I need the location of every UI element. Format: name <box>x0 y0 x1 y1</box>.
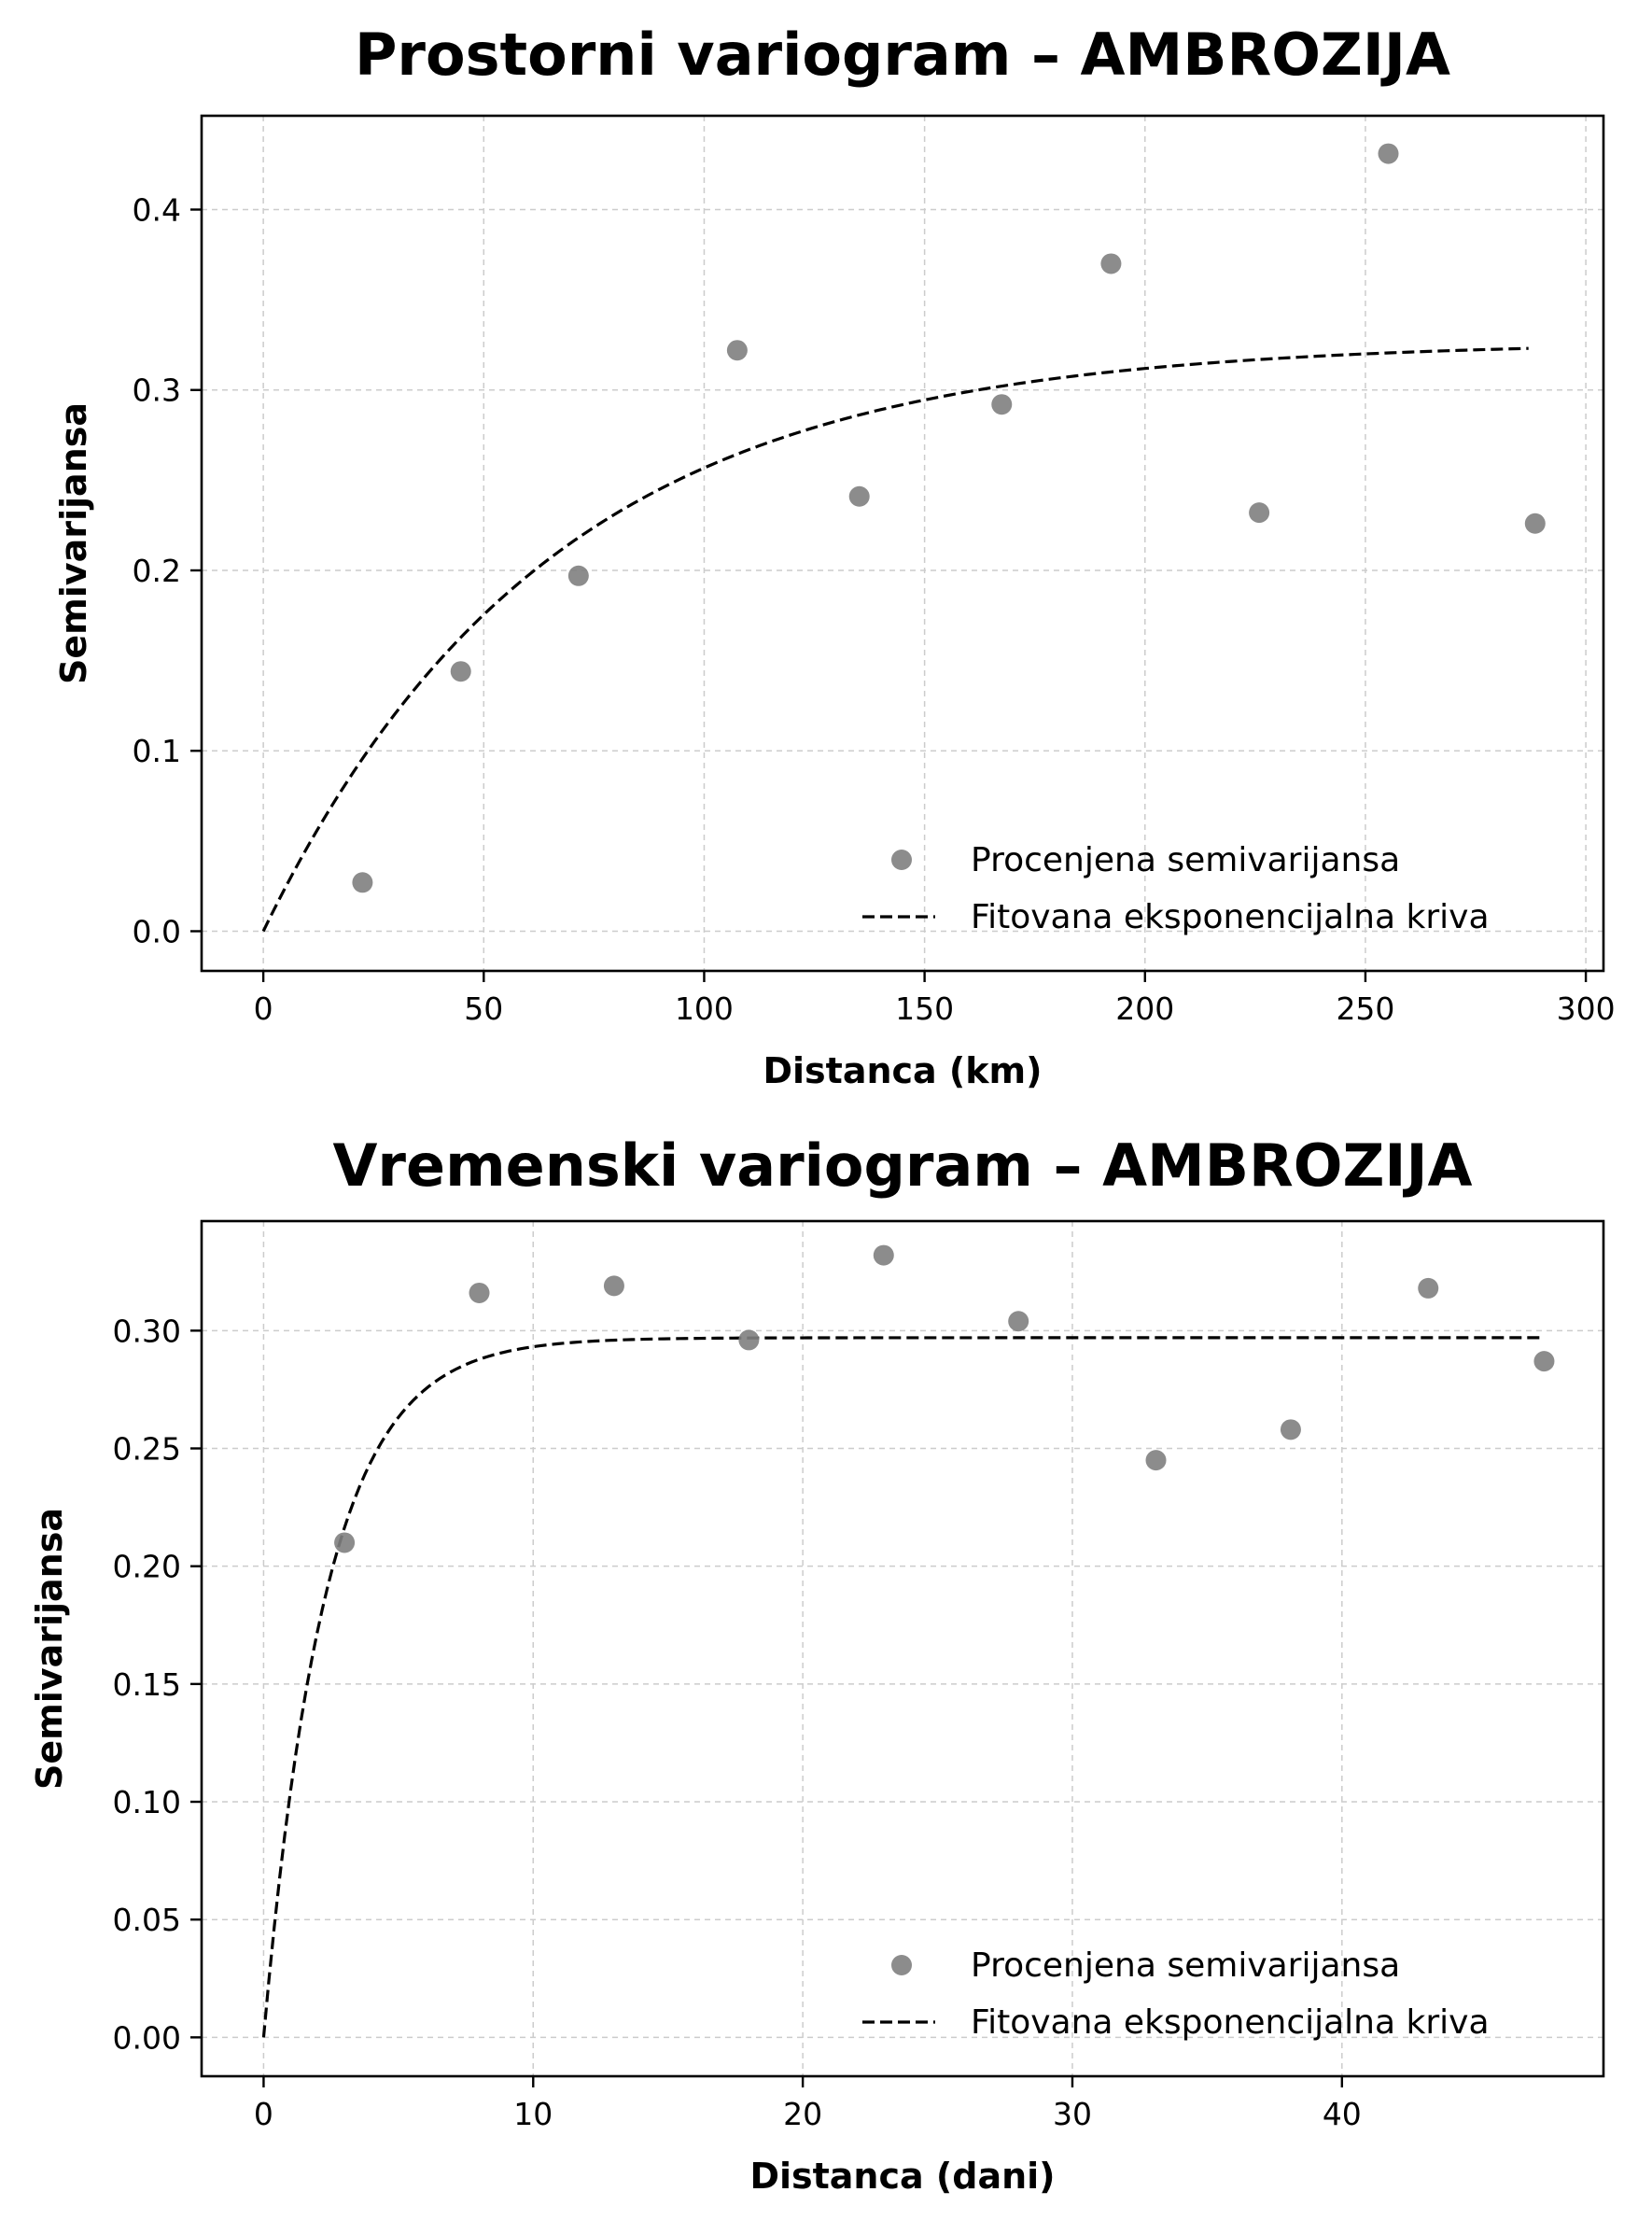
y-tick-label: 0.20 <box>113 1549 181 1585</box>
legend-label-points: Procenjena semivarijansa <box>971 1946 1400 1985</box>
points-layer <box>334 1244 1555 1553</box>
x-tick-label: 250 <box>1336 991 1394 1027</box>
y-tick-label: 0.3 <box>133 372 181 409</box>
y-tick-label: 0.10 <box>113 1784 181 1820</box>
data-point <box>1249 502 1270 524</box>
ticks-layer: 0 10 20 30 40 0.00 0.05 0.10 0.15 0.20 0.25 0.30 <box>113 1313 1362 2132</box>
legend: Procenjena semivarijansa Fitovana ekspon… <box>862 1946 1490 2042</box>
fit-layer <box>261 1336 1545 2038</box>
points-layer <box>352 143 1546 893</box>
data-point <box>1008 1311 1029 1332</box>
x-tick-label: 0 <box>254 2096 273 2132</box>
plot-area-frame <box>200 1219 1605 2078</box>
data-point <box>738 1329 760 1351</box>
data-point <box>726 340 748 361</box>
x-tick-label: 0 <box>254 991 273 1027</box>
y-tick-label: 0.30 <box>113 1313 181 1349</box>
x-tick-label: 40 <box>1323 2096 1362 2132</box>
y-tick-label: 0.25 <box>113 1431 181 1468</box>
data-point <box>848 485 870 507</box>
data-point <box>1533 1351 1555 1372</box>
x-tick-label: 30 <box>1053 2096 1092 2132</box>
legend: Procenjena semivarijansa Fitovana ekspon… <box>862 841 1490 936</box>
spatial-variogram-panel: Prostorni variogram – AMBROZIJA 0 50 100 15… <box>53 21 1616 1091</box>
y-tick-label: 0.2 <box>133 553 181 589</box>
fitted-curve <box>261 346 1529 933</box>
y-tick-label: 0.4 <box>133 191 181 228</box>
data-point <box>1100 253 1122 274</box>
fitted-curve <box>261 1336 1545 2038</box>
data-point <box>1280 1419 1301 1440</box>
chart-title: Prostorni variogram – AMBROZIJA <box>355 21 1450 89</box>
data-point <box>873 1244 894 1266</box>
y-tick-label: 0.0 <box>133 913 181 949</box>
legend-label-fit: Fitovana eksponencijalna kriva <box>971 898 1490 936</box>
data-point <box>352 872 373 893</box>
x-tick-label: 150 <box>895 991 954 1027</box>
data-point <box>567 565 589 586</box>
y-axis-label: Semivarijansa <box>53 402 94 684</box>
y-tick-label: 0.1 <box>133 733 181 769</box>
x-tick-label: 200 <box>1115 991 1174 1027</box>
data-point <box>1524 513 1546 534</box>
data-point <box>991 394 1013 415</box>
x-axis-label: Distanca (dani) <box>749 2156 1055 2197</box>
x-tick-label: 20 <box>783 2096 822 2132</box>
x-axis-label: Distanca (km) <box>763 1050 1042 1091</box>
x-tick-label: 50 <box>464 991 503 1027</box>
y-axis-label: Semivarijansa <box>29 1508 70 1790</box>
plot-area-frame <box>200 114 1605 973</box>
y-tick-label: 0.15 <box>113 1666 181 1703</box>
legend-marker-points <box>891 850 912 870</box>
gridlines <box>202 1221 1603 2076</box>
data-point <box>469 1282 490 1303</box>
x-tick-label: 300 <box>1557 991 1616 1027</box>
data-point <box>603 1275 624 1297</box>
data-point <box>1378 143 1399 164</box>
data-point <box>1418 1277 1439 1299</box>
x-tick-label: 100 <box>675 991 734 1027</box>
y-tick-label: 0.00 <box>113 2019 181 2056</box>
ticks-layer: 0 50 100 150 200 250 300 0.0 0.1 0.2 0.3 0.4 <box>133 191 1616 1027</box>
temporal-variogram-panel: Vremenski variogram – AMBROZIJA 0 10 20 30 4… <box>29 1131 1605 2197</box>
legend-label-points: Procenjena semivarijansa <box>971 841 1400 879</box>
fit-layer <box>261 346 1529 933</box>
data-point <box>334 1532 356 1553</box>
data-point <box>1145 1450 1167 1471</box>
x-tick-label: 10 <box>513 2096 553 2132</box>
chart-title: Vremenski variogram – AMBROZIJA <box>332 1131 1472 1200</box>
gridlines <box>202 116 1603 971</box>
y-tick-label: 0.05 <box>113 1902 181 1938</box>
legend-label-fit: Fitovana eksponencijalna kriva <box>971 2003 1490 2042</box>
data-point <box>450 661 471 682</box>
legend-marker-points <box>891 1955 912 1975</box>
